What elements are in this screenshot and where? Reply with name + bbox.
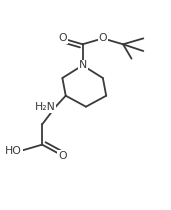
Text: O: O bbox=[98, 33, 107, 43]
Text: O: O bbox=[58, 151, 67, 161]
Text: H₂N: H₂N bbox=[35, 102, 56, 112]
Text: O: O bbox=[58, 33, 67, 43]
Text: HO: HO bbox=[5, 146, 22, 156]
Text: N: N bbox=[78, 60, 87, 70]
